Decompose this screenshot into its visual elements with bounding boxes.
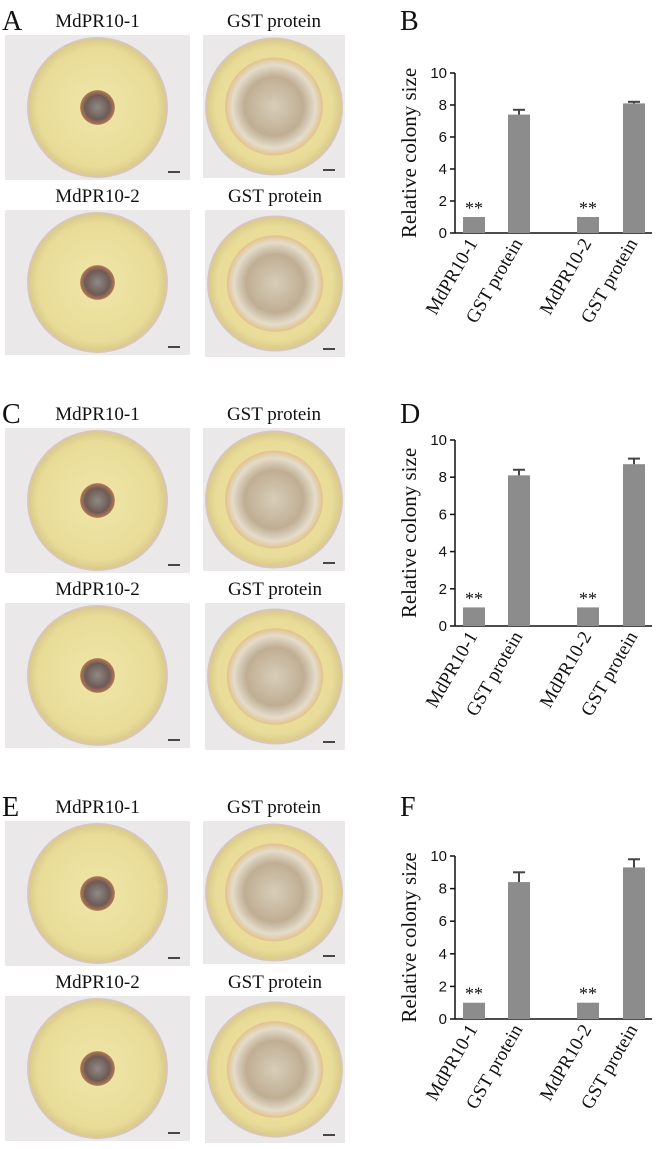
y-tick-label: 0 xyxy=(439,1011,447,1028)
bar xyxy=(577,217,599,233)
bar xyxy=(508,114,530,233)
y-axis-label: Relative colony size xyxy=(397,68,421,238)
y-axis-label: Relative colony size xyxy=(397,448,421,618)
y-tick-label: 8 xyxy=(439,881,447,898)
photo-caption: GST protein xyxy=(227,797,322,818)
panel-label: B xyxy=(400,6,419,37)
photo-caption: MdPR10-2 xyxy=(55,186,139,207)
fungal-colony xyxy=(225,57,323,156)
y-tick-label: 8 xyxy=(439,469,447,486)
y-tick-label: 2 xyxy=(439,581,447,598)
fungal-colony xyxy=(80,1051,115,1086)
significance-mark: ** xyxy=(465,984,483,1004)
photo-caption: MdPR10-2 xyxy=(55,972,139,993)
photo-caption: MdPR10-2 xyxy=(55,579,139,600)
photo-caption: GST protein xyxy=(227,11,322,32)
panel-label: C xyxy=(2,399,21,430)
y-tick-label: 0 xyxy=(439,618,447,635)
significance-mark: ** xyxy=(579,984,597,1004)
fungal-colony xyxy=(226,1021,324,1118)
photo-caption: GST protein xyxy=(228,579,323,600)
y-tick-label: 0 xyxy=(439,225,447,242)
photo-caption: MdPR10-1 xyxy=(55,11,139,32)
y-axis-label: Relative colony size xyxy=(397,852,421,1022)
fungal-colony xyxy=(225,843,323,942)
fungal-colony xyxy=(80,658,115,693)
bar xyxy=(508,882,530,1019)
panel-label: F xyxy=(400,792,416,823)
y-tick-label: 2 xyxy=(439,978,447,995)
bar xyxy=(577,1002,599,1019)
fungal-colony xyxy=(226,628,324,725)
panel-label: D xyxy=(400,399,420,430)
panel-label: A xyxy=(2,6,23,37)
bar xyxy=(463,1002,485,1019)
bar xyxy=(463,607,485,626)
y-tick-label: 6 xyxy=(439,913,447,930)
significance-mark: ** xyxy=(465,588,483,608)
y-tick-label: 4 xyxy=(439,544,447,561)
photo-caption: MdPR10-1 xyxy=(55,797,139,818)
y-tick-label: 2 xyxy=(439,193,447,210)
fungal-colony xyxy=(80,90,115,125)
bar xyxy=(463,217,485,233)
photo-caption: GST protein xyxy=(228,186,323,207)
bar xyxy=(623,464,645,626)
y-tick-label: 10 xyxy=(430,848,447,865)
fungal-colony xyxy=(80,483,115,518)
y-tick-label: 4 xyxy=(439,161,447,178)
bar xyxy=(623,103,645,234)
fungal-colony xyxy=(225,450,323,549)
y-tick-label: 10 xyxy=(430,65,447,82)
panel-label: E xyxy=(2,792,19,823)
bar xyxy=(577,607,599,626)
significance-mark: ** xyxy=(465,198,483,218)
fungal-colony xyxy=(80,876,115,911)
photo-caption: GST protein xyxy=(228,972,323,993)
bar xyxy=(623,867,645,1019)
significance-mark: ** xyxy=(579,588,597,608)
significance-mark: ** xyxy=(579,198,597,218)
y-tick-label: 4 xyxy=(439,946,447,963)
bar xyxy=(508,475,530,626)
fungal-colony xyxy=(80,265,115,300)
y-tick-label: 6 xyxy=(439,506,447,523)
y-tick-label: 8 xyxy=(439,97,447,114)
photo-caption: MdPR10-1 xyxy=(55,404,139,425)
fungal-colony xyxy=(226,235,324,332)
y-tick-label: 6 xyxy=(439,129,447,146)
photo-caption: GST protein xyxy=(227,404,322,425)
y-tick-label: 10 xyxy=(430,432,447,449)
